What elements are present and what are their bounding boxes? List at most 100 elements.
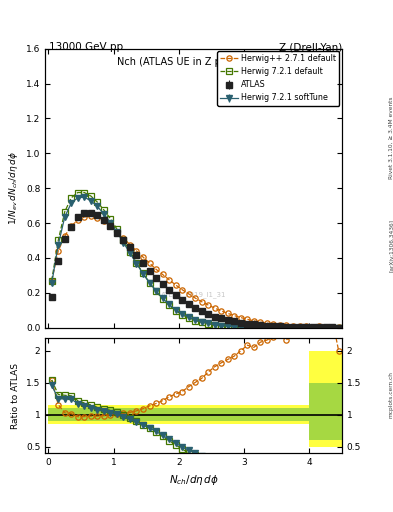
Herwig 7.2.1 default bbox=[186, 315, 191, 321]
Herwig++ 2.7.1 default bbox=[108, 223, 113, 229]
Herwig++ 2.7.1 default bbox=[232, 312, 237, 318]
Herwig++ 2.7.1 default bbox=[264, 320, 269, 326]
Herwig 7.2.1 default bbox=[291, 325, 296, 331]
Herwig 7.2.1 default bbox=[304, 325, 309, 331]
Herwig 7.2.1 default bbox=[239, 324, 243, 330]
Herwig++ 2.7.1 default bbox=[147, 260, 152, 266]
Text: mcplots.cern.ch: mcplots.cern.ch bbox=[389, 371, 393, 418]
Herwig 7.2.1 default bbox=[219, 323, 224, 329]
Text: ATLAS_2019_I1_31: ATLAS_2019_I1_31 bbox=[161, 291, 226, 297]
Herwig 7.2.1 default bbox=[323, 325, 328, 331]
Herwig 7.2.1 default bbox=[258, 325, 263, 331]
X-axis label: $N_{ch}/d\eta\,d\phi$: $N_{ch}/d\eta\,d\phi$ bbox=[169, 473, 219, 486]
Y-axis label: Ratio to ATLAS: Ratio to ATLAS bbox=[11, 362, 20, 429]
Herwig 7.2.1 default bbox=[167, 302, 171, 308]
Herwig++ 2.7.1 default bbox=[199, 298, 204, 305]
Herwig 7.2.1 default bbox=[147, 280, 152, 286]
Herwig 7.2.1 default bbox=[141, 270, 145, 276]
Herwig 7.2.1 default bbox=[82, 189, 87, 196]
Herwig++ 2.7.1 default bbox=[160, 271, 165, 278]
Herwig 7.2.1 default bbox=[180, 312, 184, 318]
Herwig 7.2.1 default bbox=[271, 325, 276, 331]
Line: Herwig 7.2.1 default: Herwig 7.2.1 default bbox=[49, 190, 341, 330]
Line: Herwig++ 2.7.1 default: Herwig++ 2.7.1 default bbox=[49, 214, 341, 330]
Herwig 7.2.1 default bbox=[62, 208, 67, 215]
Herwig 7.2.1 default bbox=[277, 325, 282, 331]
Herwig++ 2.7.1 default bbox=[206, 302, 211, 308]
Herwig++ 2.7.1 default bbox=[101, 218, 106, 224]
Herwig 7.2.1 default bbox=[212, 322, 217, 328]
Herwig++ 2.7.1 default bbox=[310, 324, 315, 330]
Herwig 7.2.1 default bbox=[193, 317, 198, 324]
Herwig++ 2.7.1 default bbox=[317, 323, 321, 329]
Herwig++ 2.7.1 default bbox=[115, 229, 119, 235]
Herwig 7.2.1 default bbox=[134, 260, 139, 266]
Herwig 7.2.1 default bbox=[245, 324, 250, 330]
Herwig++ 2.7.1 default bbox=[297, 323, 302, 329]
Herwig++ 2.7.1 default bbox=[56, 248, 61, 254]
Herwig++ 2.7.1 default bbox=[154, 266, 158, 272]
Herwig++ 2.7.1 default bbox=[323, 324, 328, 330]
Herwig 7.2.1 default bbox=[284, 325, 289, 331]
Y-axis label: $1/N_{ev}\,dN_{ch}/d\eta\,d\phi$: $1/N_{ev}\,dN_{ch}/d\eta\,d\phi$ bbox=[7, 151, 20, 225]
Herwig++ 2.7.1 default bbox=[180, 287, 184, 293]
Herwig 7.2.1 default bbox=[330, 325, 334, 331]
Herwig 7.2.1 default bbox=[108, 216, 113, 222]
Text: 13000 GeV pp: 13000 GeV pp bbox=[49, 42, 123, 53]
Herwig++ 2.7.1 default bbox=[336, 324, 341, 330]
Herwig 7.2.1 default bbox=[50, 278, 54, 284]
Herwig 7.2.1 default bbox=[252, 324, 256, 330]
Text: Nch (ATLAS UE in Z production): Nch (ATLAS UE in Z production) bbox=[117, 57, 270, 67]
Herwig++ 2.7.1 default bbox=[141, 254, 145, 260]
Herwig 7.2.1 default bbox=[128, 249, 132, 255]
Herwig++ 2.7.1 default bbox=[291, 323, 296, 329]
Herwig++ 2.7.1 default bbox=[75, 218, 80, 224]
Legend: Herwig++ 2.7.1 default, Herwig 7.2.1 default, ATLAS, Herwig 7.2.1 softTune: Herwig++ 2.7.1 default, Herwig 7.2.1 def… bbox=[217, 51, 340, 105]
Herwig 7.2.1 default bbox=[75, 189, 80, 196]
Herwig 7.2.1 default bbox=[297, 325, 302, 331]
Herwig 7.2.1 default bbox=[121, 238, 126, 244]
Herwig 7.2.1 default bbox=[310, 325, 315, 331]
Herwig 7.2.1 default bbox=[206, 321, 211, 327]
Herwig++ 2.7.1 default bbox=[186, 291, 191, 297]
Herwig++ 2.7.1 default bbox=[50, 278, 54, 284]
Herwig++ 2.7.1 default bbox=[271, 321, 276, 327]
Herwig++ 2.7.1 default bbox=[121, 235, 126, 241]
Text: [arXiv:1306.3436]: [arXiv:1306.3436] bbox=[389, 219, 393, 272]
Herwig 7.2.1 default bbox=[88, 193, 93, 199]
Herwig++ 2.7.1 default bbox=[258, 319, 263, 325]
Herwig++ 2.7.1 default bbox=[239, 314, 243, 321]
Herwig++ 2.7.1 default bbox=[62, 233, 67, 239]
Herwig 7.2.1 default bbox=[264, 325, 269, 331]
Herwig 7.2.1 default bbox=[95, 199, 100, 205]
Herwig++ 2.7.1 default bbox=[95, 215, 100, 221]
Herwig 7.2.1 default bbox=[173, 308, 178, 314]
Text: Z (Drell-Yan): Z (Drell-Yan) bbox=[279, 42, 342, 53]
Herwig++ 2.7.1 default bbox=[193, 295, 198, 301]
Herwig 7.2.1 default bbox=[199, 319, 204, 326]
Herwig++ 2.7.1 default bbox=[134, 248, 139, 254]
Herwig++ 2.7.1 default bbox=[69, 223, 73, 229]
Herwig++ 2.7.1 default bbox=[128, 242, 132, 248]
Herwig++ 2.7.1 default bbox=[167, 276, 171, 283]
Herwig++ 2.7.1 default bbox=[88, 213, 93, 219]
Herwig++ 2.7.1 default bbox=[284, 323, 289, 329]
Text: Rivet 3.1.10, ≥ 3.4M events: Rivet 3.1.10, ≥ 3.4M events bbox=[389, 97, 393, 180]
Herwig++ 2.7.1 default bbox=[252, 318, 256, 324]
Herwig++ 2.7.1 default bbox=[226, 310, 230, 316]
Herwig++ 2.7.1 default bbox=[82, 214, 87, 220]
Herwig++ 2.7.1 default bbox=[173, 282, 178, 288]
Herwig 7.2.1 default bbox=[101, 207, 106, 213]
Herwig 7.2.1 default bbox=[69, 195, 73, 201]
Herwig 7.2.1 default bbox=[226, 323, 230, 329]
Herwig 7.2.1 default bbox=[154, 288, 158, 294]
Herwig 7.2.1 default bbox=[336, 325, 341, 331]
Herwig++ 2.7.1 default bbox=[304, 324, 309, 330]
Herwig++ 2.7.1 default bbox=[219, 308, 224, 314]
Herwig++ 2.7.1 default bbox=[330, 324, 334, 330]
Herwig 7.2.1 default bbox=[56, 238, 61, 244]
Herwig++ 2.7.1 default bbox=[245, 316, 250, 323]
Herwig 7.2.1 default bbox=[160, 296, 165, 302]
Herwig 7.2.1 default bbox=[232, 324, 237, 330]
Herwig 7.2.1 default bbox=[317, 325, 321, 331]
